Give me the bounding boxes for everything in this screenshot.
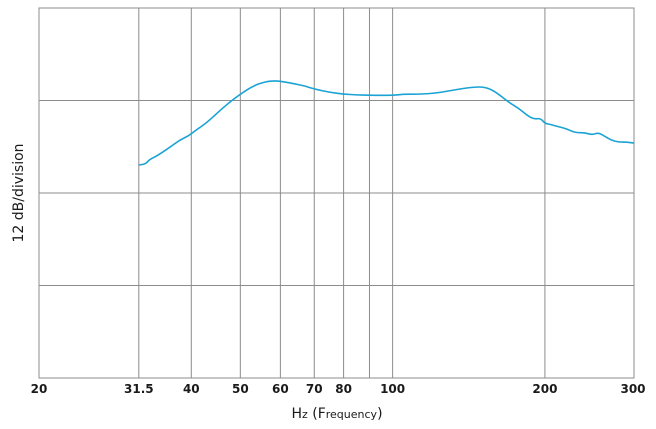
x-tick-labels: 20 31.5 40 50 60 70 80 100 200 300 bbox=[31, 382, 646, 396]
x-axis-title-paren-close: ) bbox=[377, 406, 382, 422]
x-axis-title-cap: F bbox=[318, 406, 326, 422]
plot-frame bbox=[38, 7, 635, 379]
x-tick-label: 300 bbox=[620, 382, 645, 396]
x-tick-label: 80 bbox=[335, 382, 352, 396]
vertical-gridlines bbox=[138, 8, 546, 378]
response-curve bbox=[138, 80, 635, 166]
horizontal-gridlines bbox=[39, 100, 634, 286]
x-axis-title-lead: H bbox=[291, 406, 302, 422]
x-axis-title-rest-small-caps: requency bbox=[326, 408, 378, 421]
x-tick-label: 200 bbox=[532, 382, 557, 396]
x-tick-label: 70 bbox=[306, 382, 323, 396]
y-axis-title: 12 dB/division bbox=[11, 143, 27, 242]
x-axis-title-paren-open: ( bbox=[308, 406, 318, 422]
x-axis-title: Hz (Frequency) bbox=[291, 406, 382, 422]
x-axis-title-small-caps: z bbox=[302, 408, 308, 421]
x-tick-label: 100 bbox=[380, 382, 405, 396]
x-tick-label: 50 bbox=[232, 382, 249, 396]
x-tick-label: 20 bbox=[31, 382, 48, 396]
x-tick-label: 31.5 bbox=[124, 382, 154, 396]
x-tick-label: 60 bbox=[272, 382, 289, 396]
x-tick-label: 40 bbox=[183, 382, 200, 396]
